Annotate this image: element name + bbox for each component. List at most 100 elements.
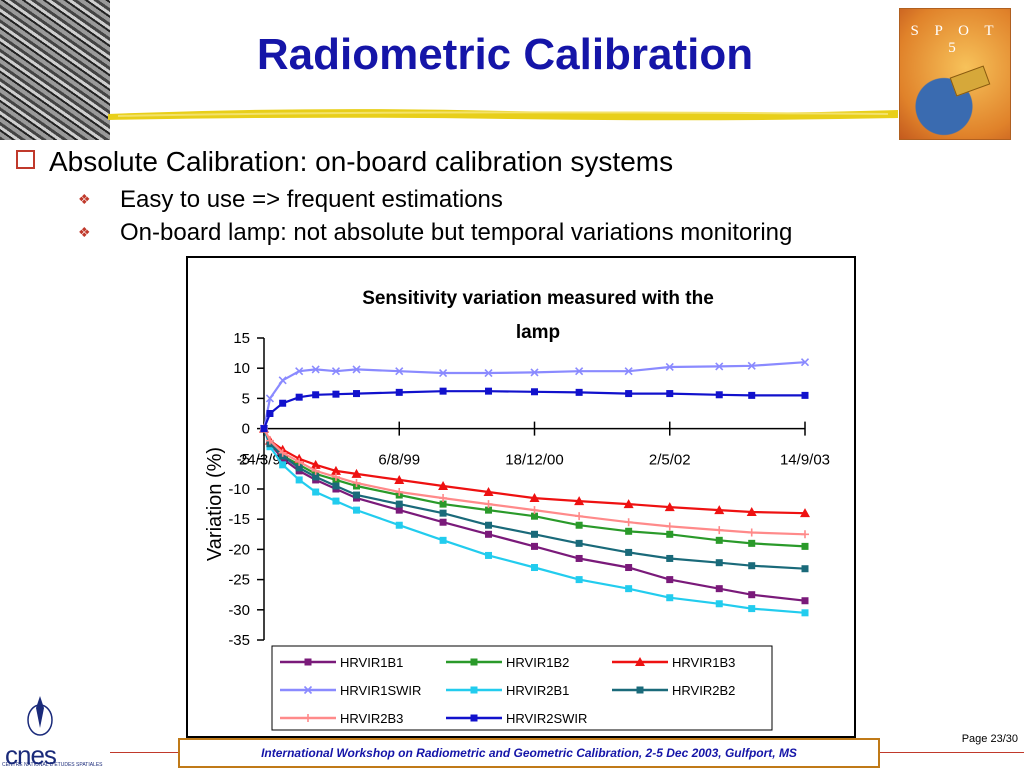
data-point	[352, 478, 361, 487]
data-point	[664, 502, 675, 512]
data-point	[439, 536, 447, 544]
data-point	[714, 505, 725, 515]
data-point	[715, 391, 723, 399]
data-point	[531, 564, 538, 572]
x-tick-label: 14/9/03	[780, 452, 830, 469]
data-point	[666, 390, 674, 398]
legend-entry: HRVIR2SWIR	[446, 711, 587, 726]
data-point	[295, 476, 303, 484]
sub-bullet-text: Easy to use => frequent estimations	[120, 186, 503, 213]
data-point	[353, 506, 361, 514]
data-point	[278, 448, 287, 457]
data-point	[801, 565, 809, 573]
data-point	[715, 536, 723, 544]
data-point	[265, 436, 274, 445]
data-point	[625, 564, 633, 572]
data-point	[485, 551, 493, 559]
data-point	[801, 597, 809, 605]
square-bullet-icon	[16, 150, 35, 169]
cnes-logo-text: cnes	[5, 740, 57, 770]
data-point	[395, 521, 403, 529]
legend-label: HRVIR1B1	[340, 655, 403, 670]
x-tick-label: 6/8/99	[378, 452, 420, 469]
data-point	[312, 488, 320, 496]
series-hrvir1swir	[259, 358, 810, 433]
data-point	[746, 506, 757, 516]
data-point	[747, 361, 756, 370]
diamond-bullet-icon: ❖	[78, 224, 91, 240]
data-point	[331, 367, 341, 376]
legend-entry: HRVIR1SWIR	[280, 683, 421, 698]
data-point	[295, 464, 303, 472]
legend-entry: HRVIR1B2	[446, 655, 569, 670]
bullet-absolute-calibration: Absolute Calibration: on-board calibrati…	[16, 146, 1016, 178]
footer-banner: International Workshop on Radiometric an…	[178, 738, 880, 768]
data-point	[395, 506, 403, 514]
y-tick-label: -25	[228, 572, 250, 589]
x-tick-label: 18/12/00	[505, 452, 563, 469]
data-point	[332, 390, 340, 398]
data-point	[715, 585, 723, 593]
legend-label: HRVIR1B2	[506, 655, 569, 670]
title-underline	[108, 109, 898, 121]
data-point	[312, 391, 320, 399]
data-point	[624, 367, 633, 376]
data-point	[483, 487, 494, 497]
data-point	[439, 368, 448, 378]
data-point	[715, 526, 724, 535]
legend-entry: HRVIR2B2	[612, 683, 735, 698]
legend-label: HRVIR1B3	[672, 655, 735, 670]
data-point	[312, 473, 320, 481]
data-point	[395, 367, 404, 376]
data-point	[484, 500, 493, 509]
y-tick-label: 15	[233, 330, 250, 347]
data-point	[352, 365, 361, 374]
cnes-subtitle: CENTRE NATIONAL D'ETUDES SPATIALES	[2, 762, 103, 768]
data-point	[531, 512, 538, 520]
chart-title-line1: Sensitivity variation measured with the	[362, 288, 714, 309]
legend-marker	[470, 686, 478, 694]
data-point	[394, 474, 405, 484]
data-point	[395, 388, 403, 396]
data-point	[623, 499, 634, 509]
series-line	[262, 428, 806, 548]
x-tick-label: 2/5/02	[649, 452, 691, 469]
data-point	[395, 500, 403, 508]
data-point	[747, 528, 756, 537]
cnes-logo-icon	[27, 696, 53, 736]
legend-label: HRVIR2B3	[340, 711, 403, 726]
data-point	[439, 494, 448, 503]
legend-marker	[635, 657, 645, 666]
data-point	[625, 390, 633, 398]
data-point	[575, 521, 583, 529]
data-point	[530, 368, 539, 377]
data-point	[748, 591, 756, 599]
sensitivity-chart: Sensitivity variation measured with the …	[204, 288, 830, 731]
slide-title: Radiometric Calibration	[256, 30, 754, 79]
chart-title-line2: lamp	[516, 322, 560, 343]
y-tick-label: 0	[242, 421, 250, 438]
data-point	[801, 530, 809, 539]
data-point	[666, 576, 674, 584]
y-tick-label: -20	[228, 541, 250, 558]
sub-bullet-2: ❖ On-board lamp: not absolute but tempora…	[78, 219, 792, 247]
data-point	[666, 594, 674, 602]
data-point	[575, 554, 583, 562]
legend-entry: HRVIR1B1	[280, 655, 403, 670]
legend-label: HRVIR2B2	[672, 683, 735, 698]
legend-entry: HRVIR2B1	[446, 683, 569, 698]
data-point	[310, 459, 321, 469]
satellite-icon	[949, 65, 991, 97]
data-point	[332, 482, 340, 490]
data-point	[311, 365, 320, 374]
data-point	[801, 391, 809, 399]
data-point	[715, 600, 723, 608]
data-point	[439, 509, 447, 517]
y-tick-label: 10	[233, 360, 250, 377]
data-point	[331, 472, 340, 481]
data-point	[625, 585, 633, 593]
data-point	[530, 506, 539, 515]
data-point	[531, 388, 538, 396]
spot5-logo: S P O T 5	[899, 8, 1011, 140]
legend-box	[271, 645, 773, 731]
